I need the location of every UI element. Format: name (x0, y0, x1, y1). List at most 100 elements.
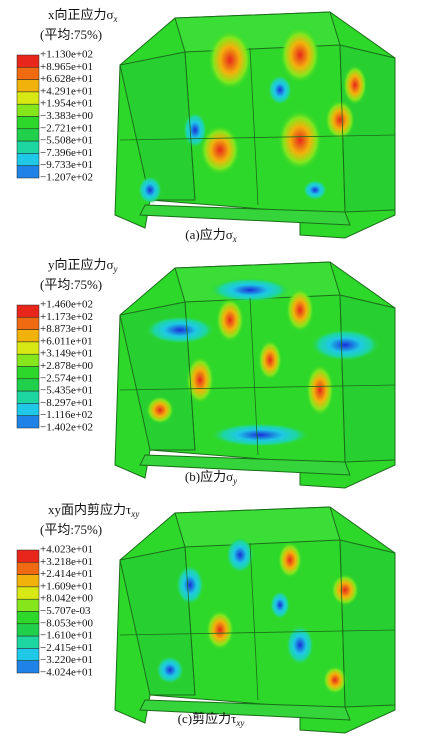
contour-plot (114, 11, 396, 239)
panel: y向正应力σy(平均:75%)+1.460e+02+1.173e+02+8.87… (16, 257, 396, 489)
plate-face (139, 204, 351, 226)
legend-swatch (16, 304, 40, 318)
plate-edge (249, 542, 259, 701)
contour-blob (286, 288, 314, 332)
text-part: x向正应力σ (48, 7, 114, 22)
legend-swatch (16, 390, 40, 404)
text-part: x (113, 14, 118, 24)
legend-swatch (16, 353, 40, 367)
legend-label: −1.610e+01 (40, 630, 93, 642)
legend-swatch (16, 317, 40, 330)
legend-label: +6.628e+01 (40, 73, 93, 85)
legend-swatch (16, 116, 40, 130)
plate-edge (184, 51, 196, 201)
plate-face (339, 294, 396, 463)
legend-swatch (16, 378, 40, 392)
legend-label: −2.574e+01 (40, 372, 93, 384)
text-part: x (232, 234, 237, 244)
contour-blob (210, 278, 290, 302)
legend-swatch (16, 648, 40, 661)
contour-blob (286, 625, 314, 665)
contour-plot (114, 261, 396, 489)
legend-swatch (16, 660, 40, 674)
plate-edge (249, 47, 259, 206)
legend-swatch (16, 562, 40, 575)
contour-blob (323, 666, 347, 694)
plate-edge (249, 297, 259, 456)
contour-blob (156, 656, 184, 684)
legend-label: +8.042e+00 (40, 593, 94, 605)
legend-label: −5.508e+01 (40, 135, 93, 147)
text-part: y向正应力σ (48, 257, 114, 272)
legend-swatch (16, 635, 40, 649)
contour-blob (306, 364, 334, 416)
text-part: (b)应力σ (185, 469, 233, 484)
contour-blob (145, 316, 215, 344)
legend-title: y向正应力σy (48, 257, 118, 274)
legend-subtitle: (平均:75%) (40, 522, 102, 537)
legend-swatch (16, 54, 40, 68)
legend-swatch (16, 598, 40, 612)
contour-blob (176, 565, 204, 605)
legend-label: +2.878e+00 (40, 360, 94, 372)
legend-label: +1.173e+02 (40, 311, 93, 323)
contour-blob (270, 591, 290, 619)
legend-label: −1.402e+02 (40, 422, 93, 434)
contour-blob (208, 30, 252, 90)
legend-swatch (16, 91, 40, 105)
contour-blob (331, 574, 359, 606)
legend-swatch (16, 165, 40, 179)
contour-blob (226, 537, 254, 573)
legend-swatch (16, 67, 40, 80)
contour-blob (186, 356, 214, 404)
legend-swatch (16, 341, 40, 355)
text-part: y (113, 264, 118, 274)
contour-blob (310, 329, 380, 361)
text-part: (a)应力σ (185, 227, 232, 242)
text-part: xy (130, 509, 139, 519)
legend-swatch (16, 574, 40, 588)
legend-label: −3.383e+00 (40, 110, 94, 122)
text-part: y (232, 476, 237, 486)
legend-swatch (16, 79, 40, 93)
caption: (c)剪应力τxy (178, 711, 245, 728)
contour-blob (138, 176, 162, 204)
legend-label: +1.609e+01 (40, 580, 93, 592)
plate-face (339, 539, 396, 708)
legend-swatch (16, 611, 40, 625)
legend-title: xy面内剪应力τxy (48, 502, 139, 519)
legend-swatch (16, 128, 40, 142)
caption: (a)应力σx (185, 227, 236, 244)
plate-face (139, 699, 351, 721)
legend-title: x向正应力σx (48, 7, 118, 24)
legend-label: +3.218e+01 (40, 556, 93, 568)
legend-subtitle: (平均:75%) (40, 27, 102, 42)
legend-label: −3.220e+01 (40, 654, 93, 666)
legend-label: −7.396e+01 (40, 147, 93, 159)
legend-swatch (16, 586, 40, 600)
legend-label: −8.053e+00 (40, 617, 94, 629)
plate-edge (119, 384, 396, 391)
plate-edge (339, 44, 346, 213)
plate-edge (339, 294, 346, 463)
legend-swatch (16, 366, 40, 380)
legend-label: +6.011e+01 (40, 335, 93, 347)
contour-blob (268, 75, 292, 105)
text-part: xy面内剪应力τ (48, 502, 131, 517)
plate-edge (119, 134, 396, 141)
legend-label: +1.954e+01 (40, 98, 93, 110)
legend-label: −2.721e+01 (40, 122, 93, 134)
text-part: xy (235, 718, 244, 728)
legend-label: −9.733e+01 (40, 159, 93, 171)
text-part: (c)剪应力τ (178, 711, 237, 726)
legend-label: −5.707e-03 (40, 605, 91, 617)
legend-label: −1.116e+02 (40, 409, 93, 421)
plate-edge (119, 629, 396, 636)
contour-blob (258, 340, 282, 380)
panel: xy面内剪应力τxy(平均:75%)+4.023e+01+3.218e+01+2… (16, 502, 396, 734)
plate-edge (184, 546, 196, 696)
contour-blob (278, 542, 302, 578)
legend-swatch (16, 103, 40, 117)
legend-label: +1.460e+02 (40, 299, 93, 311)
